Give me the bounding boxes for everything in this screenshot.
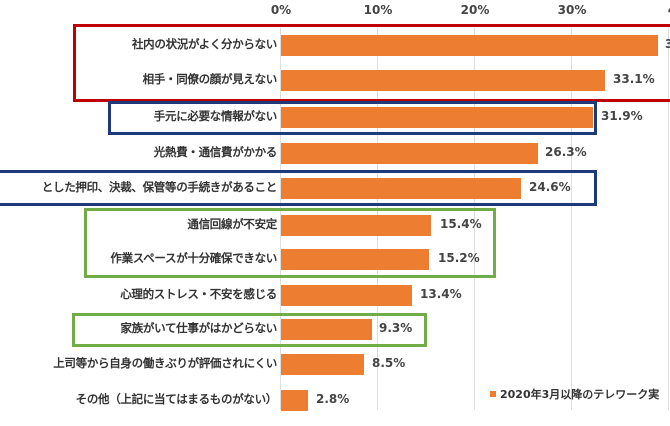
x-tick-40: 4 [668,3,670,17]
bar [281,178,521,199]
bar [281,143,538,164]
bar-row: 作業スペースが十分確保できない 15.2% [0,241,670,277]
category-label: とした押印、決裁、保管等の手続きがあること [41,180,278,194]
x-tick-20: 20% [460,3,490,17]
bar-row: 手元に必要な情報がない 31.9% [0,99,670,135]
bar-row: 光熱費・通信費がかかる 26.3% [0,135,670,171]
bar-row: 通信回線が不安定 15.4% [0,207,670,243]
bar-row: 上司等から自身の働きぶりが評価されにくい 8.5% [0,346,670,382]
gridline-30 [571,28,572,410]
chart-legend: 2020年3月以降のテレワーク実 [490,386,659,402]
category-label: 家族がいて仕事がはかどらない [120,321,278,335]
bar-row: 家族がいて仕事がはかどらない 9.3% [0,311,670,347]
value-label: 15.4% [440,217,482,231]
legend-swatch-icon [490,391,496,397]
gridline-40 [668,28,669,410]
bar-row: 社内の状況がよく分からない 3 [0,27,670,63]
value-label: 31.9% [601,109,643,123]
value-label: 24.6% [529,180,571,194]
value-label: 26.3% [545,145,587,159]
bar [281,249,429,270]
bar [281,215,431,236]
category-label: その他（上記に当てはまるものがない） [75,392,278,406]
category-label: 作業スペースが十分確保できない [110,251,277,265]
x-tick-10: 10% [363,3,393,17]
bar [281,107,593,128]
bar-row: その他（上記に当てはまるものがない） 2.8% [0,382,670,418]
category-label: 心理的ストレス・不安を感じる [120,287,277,301]
bar-row: 心理的ストレス・不安を感じる 13.4% [0,277,670,313]
value-label: 8.5% [372,356,406,370]
value-label: 3 [665,37,670,51]
bar [281,285,412,306]
value-label: 15.2% [438,251,480,265]
x-tick-0: 0% [270,3,292,17]
value-label: 2.8% [316,392,350,406]
legend-label: 2020年3月以降のテレワーク実 [500,388,660,401]
category-label: 相手・同僚の顔が見えない [142,72,278,86]
gridline-0 [280,28,281,410]
bar [281,319,372,340]
category-label: 手元に必要な情報がない [153,109,278,123]
value-label: 9.3% [379,321,413,335]
category-label: 通信回線が不安定 [187,217,277,231]
category-label: 光熱費・通信費がかかる [153,145,278,159]
value-label: 13.4% [420,287,462,301]
value-label: 33.1% [613,72,655,86]
category-label: 上司等から自身の働きぶりが評価されにくい [53,356,277,370]
bar [281,354,364,375]
bar-row: とした押印、決裁、保管等の手続きがあること 24.6% [0,170,670,206]
bar [281,390,308,411]
bar [281,70,605,91]
category-label: 社内の状況がよく分からない [131,37,277,51]
x-tick-30: 30% [557,3,587,17]
bar [281,35,658,56]
gridline-20 [474,28,475,410]
bar-row: 相手・同僚の顔が見えない 33.1% [0,62,670,98]
